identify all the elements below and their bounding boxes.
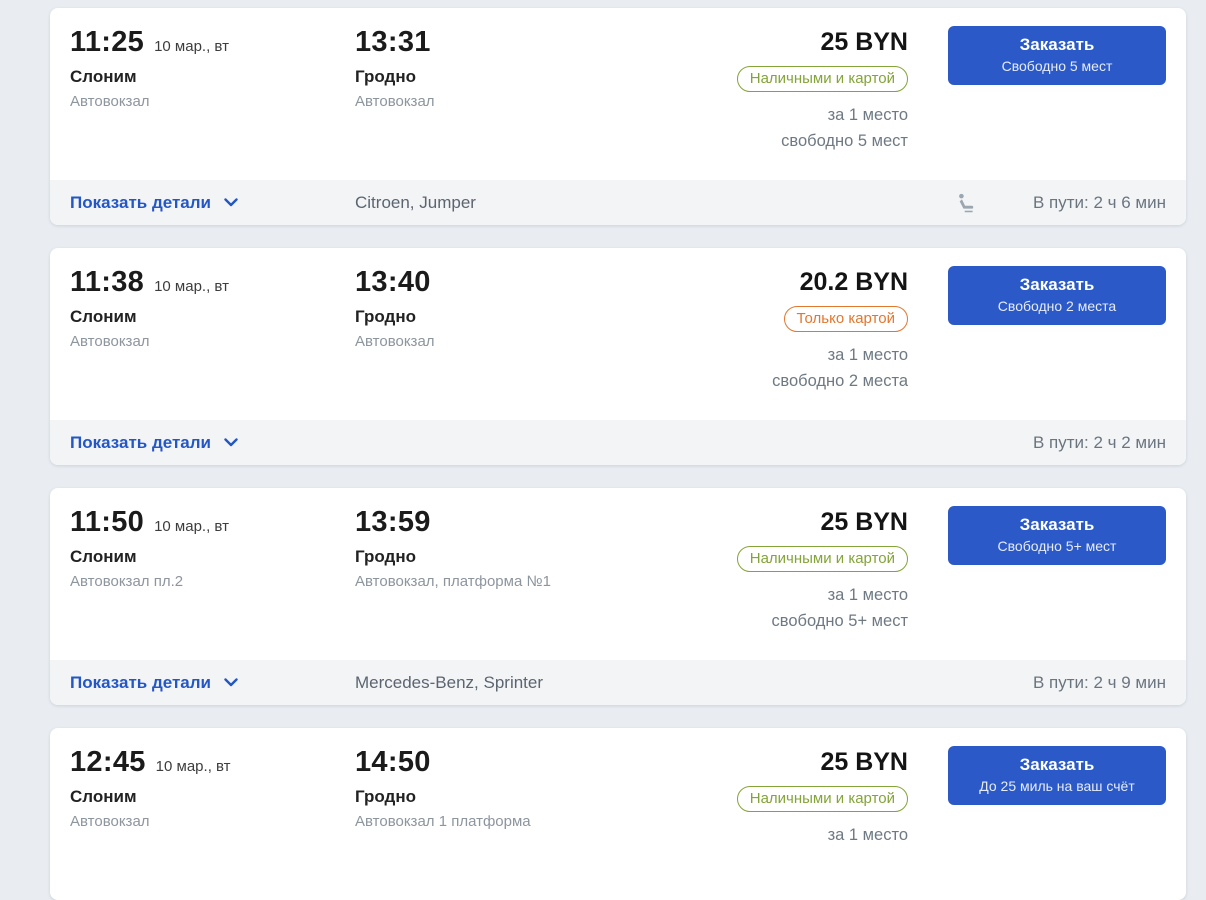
- ride-card: 12:45 10 мар., вт Слоним Автовокзал 14:5…: [50, 728, 1186, 900]
- arrival-city: Гродно: [355, 547, 416, 566]
- reclining-seat-icon: [955, 192, 977, 214]
- departure-city: Слоним: [70, 787, 137, 806]
- ride-card: 11:50 10 мар., вт Слоним Автовокзал пл.2…: [50, 488, 1186, 705]
- vehicle-info: Citroen, Jumper: [355, 192, 476, 212]
- show-details-label: Показать детали: [70, 192, 212, 212]
- price-column: 25 BYN Наличными и картой за 1 место сво…: [673, 26, 908, 180]
- availability-label: свободно 2 места: [772, 372, 908, 391]
- order-button-title: Заказать: [1019, 515, 1095, 534]
- availability-label: свободно 5 мест: [781, 132, 908, 151]
- departure-column: 11:38 10 мар., вт Слоним Автовокзал: [70, 266, 355, 420]
- arrival-column: 13:40 Гродно Автовокзал: [355, 266, 673, 420]
- trip-duration: В пути: 2 ч 2 мин: [1032, 432, 1166, 452]
- departure-time: 11:38: [70, 266, 145, 298]
- chevron-down-icon: [224, 438, 238, 447]
- departure-city: Слоним: [70, 67, 137, 86]
- departure-date: 10 мар., вт: [155, 758, 231, 775]
- per-seat-label: за 1 место: [827, 346, 908, 364]
- order-button-subtitle: Свободно 2 места: [997, 298, 1117, 314]
- arrival-time: 14:50: [355, 746, 431, 778]
- order-button-title: Заказать: [1019, 35, 1095, 54]
- show-details-link[interactable]: Показать детали: [70, 433, 355, 453]
- departure-station: Автовокзал пл.2: [70, 573, 184, 590]
- payment-badge: Наличными и картой: [736, 786, 908, 812]
- show-details-label: Показать детали: [70, 432, 212, 452]
- departure-date: 10 мар., вт: [154, 38, 229, 55]
- ride-card-body: 11:38 10 мар., вт Слоним Автовокзал 13:4…: [50, 248, 1186, 420]
- order-button[interactable]: Заказать Свободно 5 мест: [948, 26, 1166, 85]
- arrival-station: Автовокзал 1 платформа: [355, 813, 531, 830]
- price: 25 BYN: [820, 28, 908, 56]
- arrival-time: 13:40: [355, 266, 431, 298]
- departure-city: Слоним: [70, 307, 137, 326]
- action-column: Заказать Свободно 2 места: [948, 266, 1166, 420]
- order-button-title: Заказать: [1019, 755, 1095, 774]
- order-button-subtitle: Свободно 5 мест: [1001, 58, 1113, 74]
- departure-station: Автовокзал: [70, 333, 150, 350]
- departure-date: 10 мар., вт: [154, 278, 229, 295]
- payment-badge: Наличными и картой: [736, 66, 908, 92]
- departure-column: 11:50 10 мар., вт Слоним Автовокзал пл.2: [70, 506, 355, 660]
- order-button[interactable]: Заказать До 25 миль на ваш счёт: [948, 746, 1166, 805]
- ride-card: 11:25 10 мар., вт Слоним Автовокзал 13:3…: [50, 8, 1186, 225]
- chevron-down-icon: [224, 198, 238, 207]
- arrival-column: 14:50 Гродно Автовокзал 1 платформа: [355, 746, 673, 900]
- show-details-label: Показать детали: [70, 672, 212, 692]
- arrival-station: Автовокзал: [355, 333, 435, 350]
- price: 25 BYN: [820, 508, 908, 536]
- payment-badge: Наличными и картой: [736, 546, 908, 572]
- departure-time: 12:45: [70, 746, 146, 778]
- arrival-station: Автовокзал: [355, 93, 435, 110]
- ride-card-body: 12:45 10 мар., вт Слоним Автовокзал 14:5…: [50, 728, 1186, 900]
- arrival-time: 13:59: [355, 506, 431, 538]
- departure-date: 10 мар., вт: [154, 518, 229, 535]
- trip-duration: В пути: 2 ч 9 мин: [1032, 672, 1166, 692]
- per-seat-label: за 1 место: [827, 586, 908, 604]
- arrival-city: Гродно: [355, 307, 416, 326]
- action-column: Заказать До 25 миль на ваш счёт: [948, 746, 1166, 900]
- per-seat-label: за 1 место: [827, 106, 908, 124]
- arrival-time: 13:31: [355, 26, 431, 58]
- departure-column: 11:25 10 мар., вт Слоним Автовокзал: [70, 26, 355, 180]
- departure-time: 11:25: [70, 26, 145, 58]
- price: 25 BYN: [820, 748, 908, 776]
- arrival-city: Гродно: [355, 787, 416, 806]
- arrival-station: Автовокзал, платформа №1: [355, 573, 551, 590]
- arrival-column: 13:31 Гродно Автовокзал: [355, 26, 673, 180]
- departure-station: Автовокзал: [70, 813, 150, 830]
- departure-time: 11:50: [70, 506, 145, 538]
- price: 20.2 BYN: [799, 268, 908, 296]
- ride-card-footer: Показать детали Citroen, Jumper В пути: …: [50, 180, 1186, 225]
- price-column: 20.2 BYN Только картой за 1 место свобод…: [673, 266, 908, 420]
- payment-badge: Только картой: [783, 306, 908, 332]
- order-button[interactable]: Заказать Свободно 5+ мест: [948, 506, 1166, 565]
- show-details-link[interactable]: Показать детали: [70, 193, 355, 213]
- ride-card-footer: Показать детали Mercedes-Benz, Sprinter …: [50, 660, 1186, 705]
- vehicle-info: Mercedes-Benz, Sprinter: [355, 672, 544, 692]
- price-column: 25 BYN Наличными и картой за 1 место: [673, 746, 908, 900]
- departure-station: Автовокзал: [70, 93, 150, 110]
- ride-card-footer: Показать детали В пути: 2 ч 2 мин: [50, 420, 1186, 465]
- departure-column: 12:45 10 мар., вт Слоним Автовокзал: [70, 746, 355, 900]
- ride-card: 11:38 10 мар., вт Слоним Автовокзал 13:4…: [50, 248, 1186, 465]
- arrival-column: 13:59 Гродно Автовокзал, платформа №1: [355, 506, 673, 660]
- order-button-subtitle: Свободно 5+ мест: [997, 538, 1117, 554]
- action-column: Заказать Свободно 5+ мест: [948, 506, 1166, 660]
- per-seat-label: за 1 место: [827, 826, 908, 844]
- order-button[interactable]: Заказать Свободно 2 места: [948, 266, 1166, 325]
- price-column: 25 BYN Наличными и картой за 1 место сво…: [673, 506, 908, 660]
- action-column: Заказать Свободно 5 мест: [948, 26, 1166, 180]
- trip-duration: В пути: 2 ч 6 мин: [1032, 192, 1166, 212]
- arrival-city: Гродно: [355, 67, 416, 86]
- ride-card-body: 11:50 10 мар., вт Слоним Автовокзал пл.2…: [50, 488, 1186, 660]
- departure-city: Слоним: [70, 547, 137, 566]
- show-details-link[interactable]: Показать детали: [70, 673, 355, 693]
- chevron-down-icon: [224, 678, 238, 687]
- order-button-subtitle: До 25 миль на ваш счёт: [979, 778, 1135, 794]
- availability-label: свободно 5+ мест: [771, 612, 909, 631]
- ride-card-body: 11:25 10 мар., вт Слоним Автовокзал 13:3…: [50, 8, 1186, 180]
- order-button-title: Заказать: [1019, 275, 1095, 294]
